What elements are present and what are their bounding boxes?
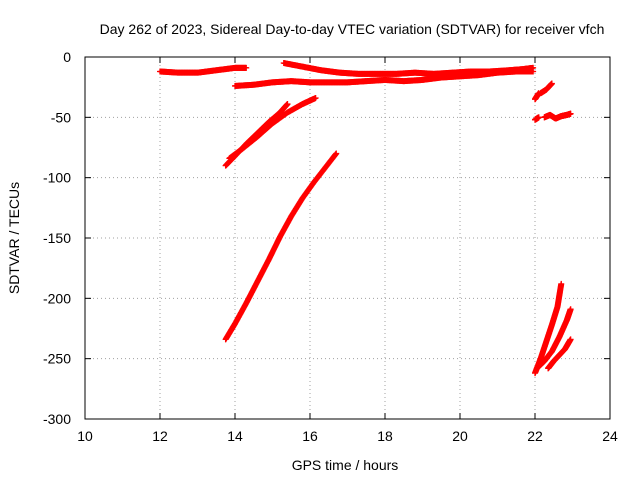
series-arc-right-upper-a: [532, 90, 542, 103]
series-arc-top-middle: [280, 60, 537, 77]
data-point: [333, 150, 340, 157]
x-tick-label: 12: [152, 428, 168, 444]
data-point: [567, 110, 574, 117]
y-axis-label: SDTVAR / TECUs: [6, 182, 22, 294]
data-point: [535, 114, 542, 121]
y-tick-label: 0: [63, 49, 71, 65]
series-arc-long-rise: [222, 150, 340, 343]
series-arc-right-lower-b: [533, 306, 574, 372]
data-point: [284, 101, 291, 108]
x-tick-label: 16: [302, 428, 318, 444]
y-tick-label: -300: [43, 411, 71, 427]
x-tick-label: 24: [602, 428, 618, 444]
axis-ticks: 10 12 14 16 18 20 22 24 0 -50 -100 -150 -200 -250 -300: [43, 49, 618, 444]
series-arc-right-upper-c: [532, 114, 542, 123]
x-tick-label: 18: [377, 428, 393, 444]
data-point: [312, 95, 319, 102]
series-arc-top-left: [157, 64, 250, 76]
data-points: [157, 60, 574, 377]
x-tick-label: 20: [452, 428, 468, 444]
grid: [85, 57, 610, 419]
series-arc-right-mid: [541, 110, 574, 122]
series-arc-right-lower-a: [532, 280, 565, 377]
x-tick-label: 10: [77, 428, 93, 444]
x-tick-label: 14: [227, 428, 243, 444]
series-arc-right-upper-b: [537, 80, 555, 97]
data-point: [567, 336, 574, 343]
y-tick-label: -50: [51, 109, 71, 125]
series-arc-right-lower-c: [545, 336, 574, 372]
x-tick-label: 22: [527, 428, 543, 444]
plot-frame: [84, 56, 611, 420]
data-point: [530, 68, 537, 75]
series-arc-slope-b: [226, 95, 319, 162]
data-point: [567, 306, 574, 313]
x-axis-label: GPS time / hours: [292, 457, 399, 473]
data-point: [558, 280, 565, 287]
y-tick-label: -150: [43, 230, 71, 246]
y-tick-label: -200: [43, 290, 71, 306]
y-tick-label: -250: [43, 351, 71, 367]
chart-title: Day 262 of 2023, Sidereal Day-to-day VTE…: [100, 21, 605, 37]
series-arc-band-lower: [232, 68, 537, 89]
data-point: [243, 64, 250, 71]
y-tick-label: -100: [43, 170, 71, 186]
data-point: [548, 80, 555, 87]
